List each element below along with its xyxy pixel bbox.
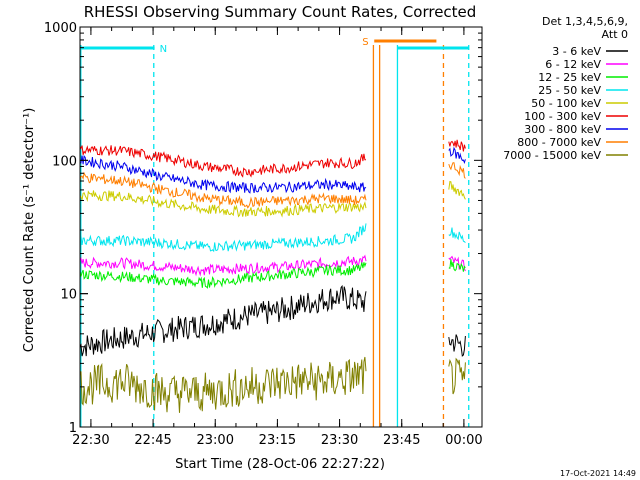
legend-label-8: 7000 - 15000 keV bbox=[503, 149, 601, 162]
x-tick-label-4: 23:30 bbox=[321, 433, 358, 448]
legend-label-1: 6 - 12 keV bbox=[545, 58, 601, 71]
series-5-line-after-gap bbox=[448, 139, 466, 152]
svg-text:Corrected Count Rate (s⁻¹ dete: Corrected Count Rate (s⁻¹ detector⁻¹) bbox=[22, 108, 37, 353]
x-axis-label: Start Time (28-Oct-06 22:27:22) bbox=[175, 457, 385, 472]
series-8-line bbox=[79, 356, 367, 413]
timestamp: 17-Oct-2021 14:49 bbox=[560, 469, 636, 478]
series-0-line-after-gap bbox=[448, 334, 466, 357]
series-7-line-after-gap bbox=[448, 162, 466, 179]
y-tick-label-2: 100 bbox=[52, 154, 77, 169]
flag-S-label: S bbox=[362, 37, 368, 48]
legend-label-4: 50 - 100 keV bbox=[531, 97, 601, 110]
x-tick-label-1: 22:45 bbox=[134, 433, 171, 448]
x-tick-label-6: 00:00 bbox=[445, 433, 482, 448]
series-8-line-after-gap bbox=[448, 357, 466, 395]
x-tick-label-5: 23:45 bbox=[383, 433, 420, 448]
legend-label-2: 12 - 25 keV bbox=[538, 71, 601, 84]
series-1-line-after-gap bbox=[448, 255, 466, 272]
y-axis-label: Corrected Count Rate (s⁻¹ detector⁻¹) bbox=[22, 108, 37, 353]
series-5-line bbox=[79, 145, 366, 178]
y-tick-label-1: 10 bbox=[60, 288, 77, 303]
flag-bars: NS bbox=[80, 37, 469, 55]
y-axis-ticks: 1 10 100 1000 bbox=[44, 21, 482, 436]
vertical-markers bbox=[80, 45, 470, 427]
legend-header-line-2: Att 0 bbox=[602, 28, 628, 41]
flag-N-label: N bbox=[160, 44, 167, 55]
series-3-line bbox=[79, 223, 367, 253]
series-lines bbox=[79, 139, 466, 413]
y-axis-label-text: Corrected Count Rate (s⁻¹ detector⁻¹) bbox=[22, 108, 37, 353]
series-2-line-after-gap bbox=[448, 259, 466, 272]
legend-label-7: 800 - 7000 keV bbox=[517, 136, 601, 149]
legend-label-6: 300 - 800 keV bbox=[524, 123, 601, 136]
chart-title: RHESSI Observing Summary Count Rates, Co… bbox=[84, 3, 477, 21]
series-6-line-after-gap bbox=[448, 146, 466, 164]
series-0-line bbox=[79, 284, 367, 357]
series-4-line-after-gap bbox=[448, 180, 466, 200]
series-6-line bbox=[79, 154, 367, 194]
series-7-line bbox=[79, 171, 367, 209]
x-axis-ticks: 22:30 22:45 23:00 23:15 23:30 23:45 00:00 bbox=[72, 27, 483, 448]
legend-header-line-1: Det 1,3,4,5,6,9, bbox=[542, 15, 628, 28]
x-tick-label-0: 22:30 bbox=[72, 433, 109, 448]
x-tick-label-3: 23:15 bbox=[259, 433, 296, 448]
legend-label-3: 25 - 50 keV bbox=[538, 84, 601, 97]
legend-label-5: 100 - 300 keV bbox=[524, 110, 601, 123]
legend-label-0: 3 - 6 keV bbox=[552, 45, 601, 58]
y-tick-label-0: 1 bbox=[69, 421, 77, 436]
y-tick-label-3: 1000 bbox=[44, 21, 77, 36]
series-3-line-after-gap bbox=[448, 227, 466, 244]
series-4-line bbox=[79, 190, 367, 218]
series-2-line bbox=[79, 262, 367, 289]
x-tick-label-2: 23:00 bbox=[197, 433, 234, 448]
plot-frame bbox=[79, 26, 483, 428]
